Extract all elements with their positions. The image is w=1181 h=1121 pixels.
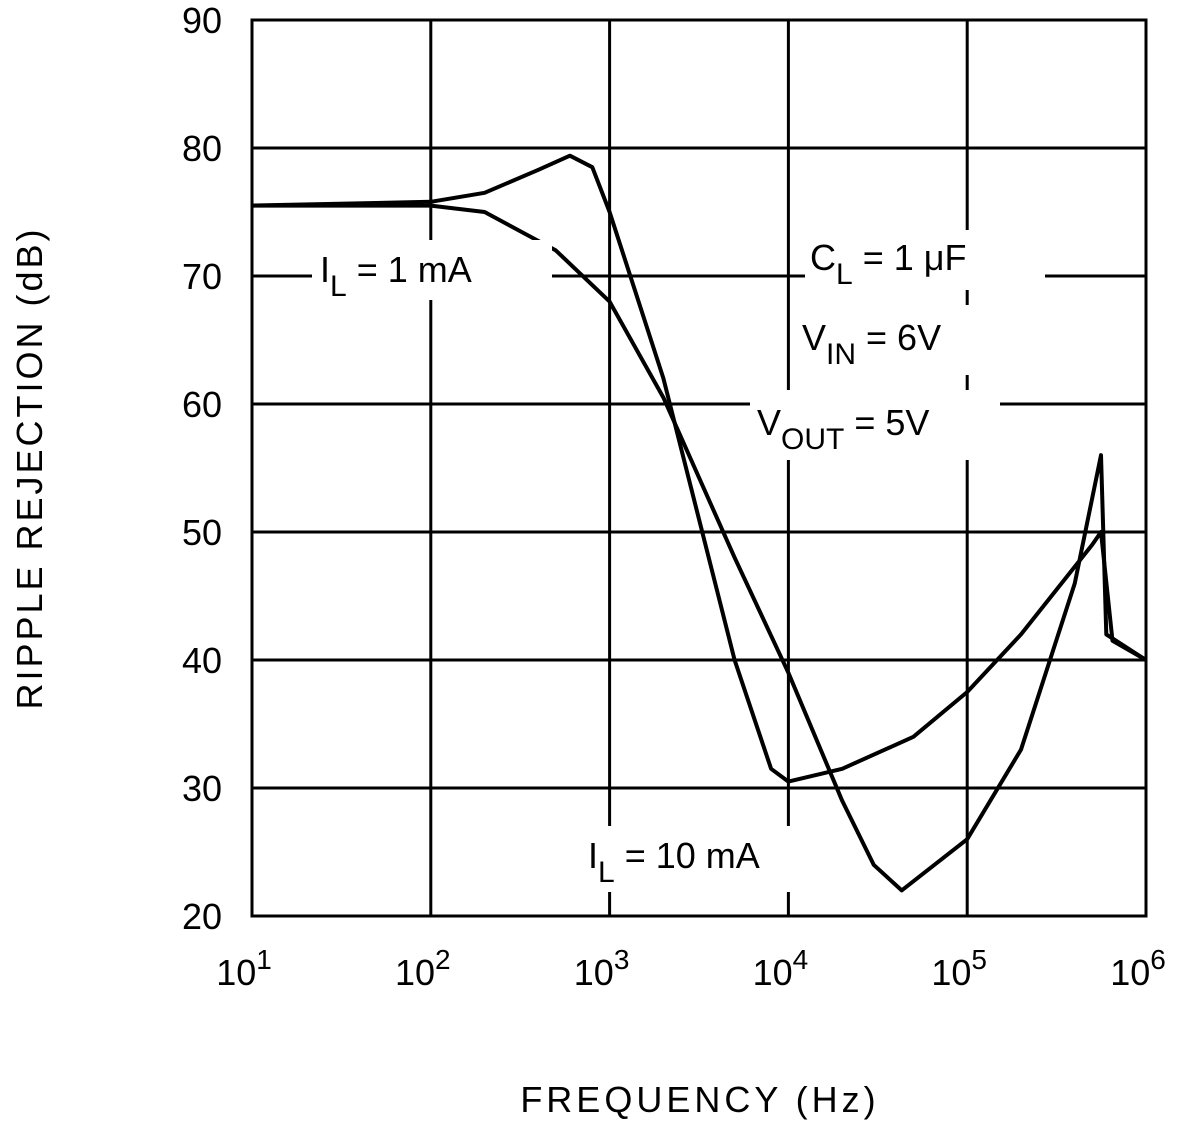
x-tick-label: 102	[395, 944, 451, 993]
annotation: VIN = 6V	[802, 317, 941, 371]
plot-frame	[250, 18, 1148, 918]
tick-exponent: 4	[793, 944, 809, 975]
y-tick-label: 30	[182, 768, 222, 809]
x-tick-label: 104	[753, 944, 809, 993]
annotation: IL = 1 mA	[320, 249, 472, 303]
tick-exponent: 6	[1150, 944, 1166, 975]
grid	[250, 18, 1148, 918]
curves	[251, 153, 1148, 893]
x-axis-label: FREQUENCY (Hz)	[520, 1079, 879, 1120]
y-tick-label: 40	[182, 640, 222, 681]
tick-exponent: 1	[256, 944, 272, 975]
y-tick-label: 50	[182, 512, 222, 553]
y-tick-label: 20	[182, 896, 222, 937]
y-tick-label: 80	[182, 128, 222, 169]
tick-base: 10	[216, 952, 256, 993]
annotation: IL = 10 mA	[588, 835, 760, 889]
x-tick-label: 106	[1110, 944, 1166, 993]
annotation-bg	[795, 305, 1000, 375]
y-tick-label: 70	[182, 256, 222, 297]
x-tick-label: 103	[574, 944, 630, 993]
series-line	[252, 203, 1148, 893]
tick-exponent: 2	[435, 944, 451, 975]
x-tick-label: 105	[931, 944, 987, 993]
y-axis-label: RIPPLE REJECTION (dB)	[9, 226, 50, 709]
annotation-bg	[750, 390, 1000, 460]
annotation-bg	[580, 826, 845, 892]
tick-base: 10	[395, 952, 435, 993]
tick-base: 10	[574, 952, 614, 993]
annotations: IL = 1 mA CL = 1 μF VIN = 6V VOUT = 5V I…	[312, 230, 1045, 892]
annotation: VOUT = 5V	[757, 402, 929, 456]
annotation-bg	[312, 240, 552, 300]
y-tick-label: 90	[182, 0, 222, 41]
tick-base: 10	[1110, 952, 1150, 993]
annotation-bg	[805, 230, 1045, 290]
x-tick-label: 101	[216, 944, 272, 993]
tick-exponent: 5	[971, 944, 987, 975]
tick-base: 10	[931, 952, 971, 993]
y-tick-label: 60	[182, 384, 222, 425]
tick-exponent: 3	[614, 944, 630, 975]
tick-base: 10	[753, 952, 793, 993]
series-line	[251, 153, 1147, 784]
annotation: CL = 1 μF	[810, 237, 966, 291]
